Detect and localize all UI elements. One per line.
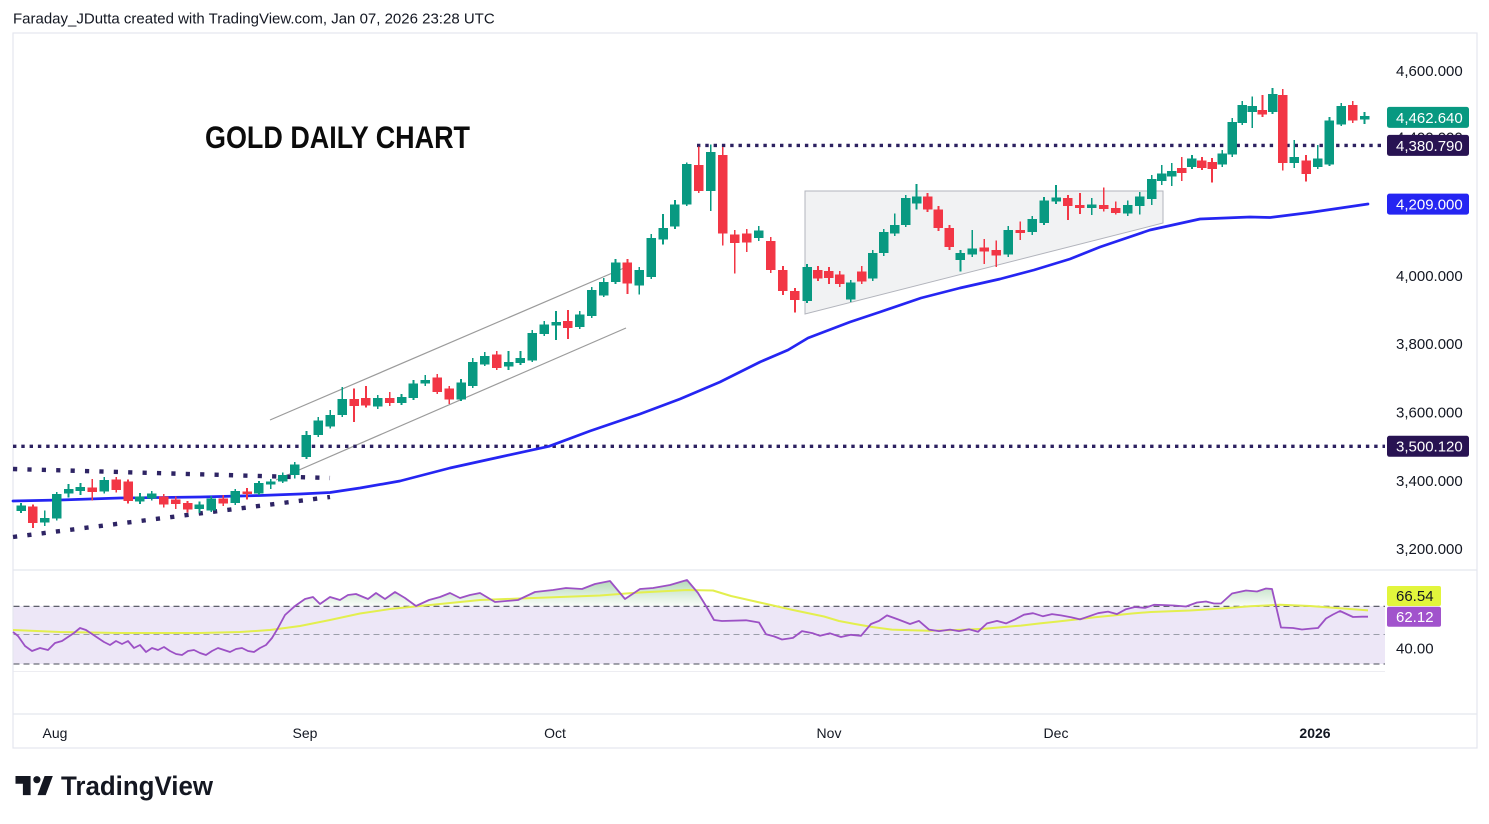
svg-text:4,462.640: 4,462.640 [1396, 110, 1463, 127]
svg-text:3,200.000: 3,200.000 [1396, 541, 1463, 558]
svg-text:Dec: Dec [1044, 725, 1069, 741]
svg-text:66.54: 66.54 [1396, 588, 1434, 605]
svg-text:GOLD DAILY CHART: GOLD DAILY CHART [205, 119, 470, 155]
svg-text:TradingView: TradingView [61, 771, 213, 801]
svg-text:Nov: Nov [817, 725, 842, 741]
svg-text:4,209.000: 4,209.000 [1396, 197, 1463, 214]
svg-text:3,800.000: 3,800.000 [1396, 336, 1463, 353]
svg-text:Aug: Aug [43, 725, 68, 741]
svg-text:Oct: Oct [544, 725, 566, 741]
svg-text:3,600.000: 3,600.000 [1396, 405, 1463, 422]
svg-text:3,500.120: 3,500.120 [1396, 439, 1463, 456]
svg-text:Faraday_JDutta created with Tr: Faraday_JDutta created with TradingView.… [13, 11, 495, 28]
svg-text:4,000.000: 4,000.000 [1396, 268, 1463, 285]
svg-text:40.00: 40.00 [1396, 640, 1434, 657]
svg-text:2026: 2026 [1299, 725, 1330, 741]
svg-text:4,600.000: 4,600.000 [1396, 63, 1463, 80]
svg-text:3,400.000: 3,400.000 [1396, 473, 1463, 490]
svg-text:62.12: 62.12 [1396, 609, 1434, 626]
svg-text:Sep: Sep [293, 725, 318, 741]
svg-text:4,380.790: 4,380.790 [1396, 138, 1463, 155]
